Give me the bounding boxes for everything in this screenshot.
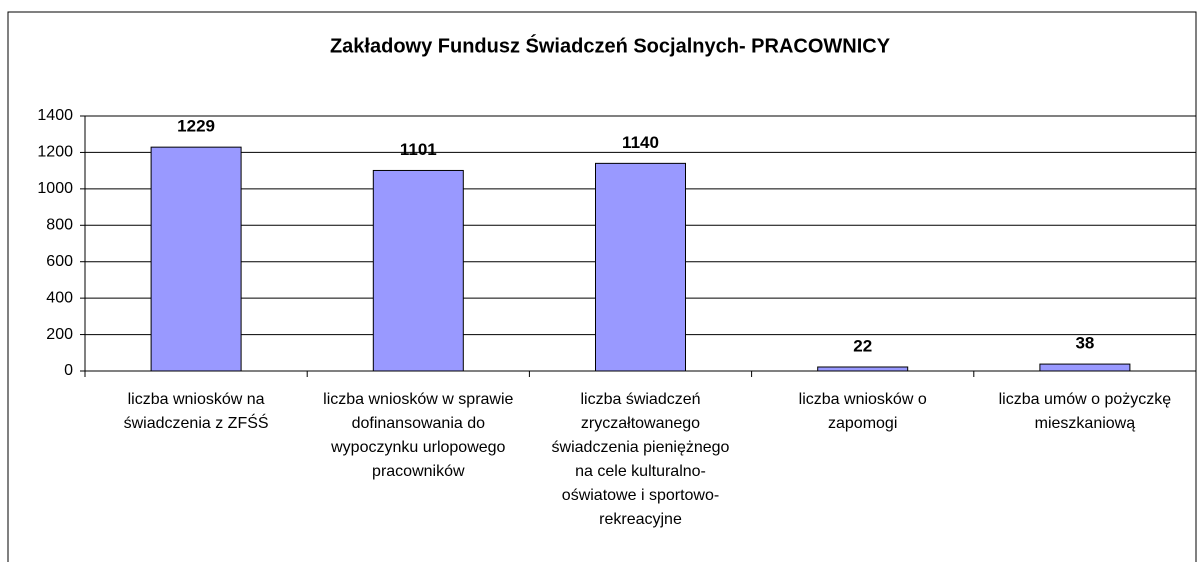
x-tick-label: liczba wniosków w sprawie dofinansowania… <box>323 391 514 480</box>
bar <box>372 169 464 372</box>
x-tick-label: liczba wniosków o zapomogi <box>798 391 927 432</box>
chart-title: Zakładowy Fundusz Świadczeń Socjalnych- … <box>330 33 891 57</box>
x-tick-label: liczba świadczeń zryczałtowanego świadcz… <box>551 391 730 528</box>
y-tick-label: 800 <box>46 217 73 234</box>
data-label: 22 <box>853 336 872 355</box>
data-label: 38 <box>1075 334 1094 353</box>
x-tick-label: liczba umów o pożyczkę mieszkaniową <box>998 391 1172 432</box>
y-tick-label: 1000 <box>37 180 73 197</box>
y-tick-label: 400 <box>46 289 73 306</box>
y-tick-label: 200 <box>46 326 73 343</box>
chart-frame <box>7 11 1197 562</box>
data-label: 1101 <box>400 140 437 159</box>
bar <box>817 366 909 372</box>
y-tick-label: 1400 <box>37 107 73 124</box>
bar <box>1039 363 1131 372</box>
y-tick-label: 1200 <box>37 144 73 161</box>
bar <box>595 162 686 372</box>
y-tick-label: 0 <box>64 362 73 379</box>
bar <box>150 146 242 372</box>
data-label: 1140 <box>622 133 659 152</box>
y-tick-label: 600 <box>46 253 73 270</box>
data-label: 1229 <box>177 117 215 136</box>
x-tick-label: liczba wniosków na świadczenia z ZFŚŚ <box>123 391 269 432</box>
